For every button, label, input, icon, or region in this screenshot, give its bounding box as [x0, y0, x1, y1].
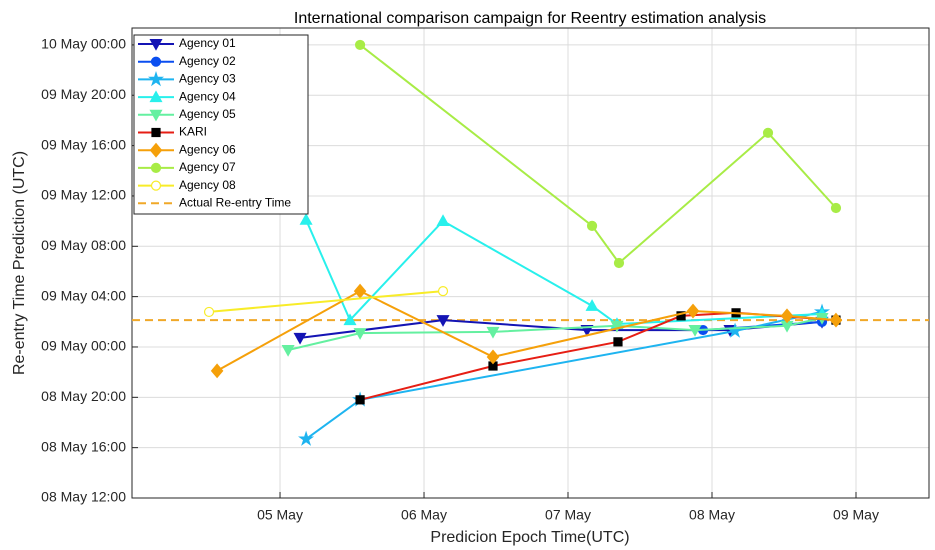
data-point	[610, 320, 624, 333]
legend-label: Agency 07	[179, 160, 236, 174]
legend-marker	[149, 38, 163, 51]
data-point	[613, 257, 625, 269]
data-point	[585, 299, 599, 311]
data-point	[293, 332, 307, 345]
series-line	[305, 219, 823, 326]
y-tick-label: 09 May 12:00	[41, 187, 126, 203]
y-tick-label: 10 May 00:00	[41, 36, 126, 52]
legend-marker	[150, 162, 162, 173]
legend-label: Agency 03	[179, 72, 236, 86]
data-point	[210, 363, 224, 379]
data-point	[298, 430, 315, 446]
legend-label: Agency 08	[179, 178, 236, 192]
y-tick-label: 09 May 20:00	[41, 86, 126, 102]
data-point	[343, 313, 357, 326]
y-tick-label: 08 May 20:00	[41, 388, 126, 404]
y-tick-label: 09 May 00:00	[41, 338, 126, 354]
y-tick-label: 08 May 16:00	[41, 438, 126, 454]
data-point	[686, 303, 700, 319]
legend-label: Agency 06	[179, 142, 236, 156]
data-point	[353, 328, 367, 340]
legend-marker	[147, 70, 165, 87]
legend-label: Agency 02	[179, 54, 236, 68]
legend-label: KARI	[179, 125, 207, 139]
y-tick-label: 09 May 04:00	[41, 287, 126, 303]
series-line	[216, 289, 837, 372]
x-tick-label: 07 May	[545, 507, 591, 523]
legend-label: Agency 04	[179, 89, 236, 103]
series-line	[208, 290, 444, 313]
legend-marker	[151, 127, 161, 138]
data-point	[586, 220, 598, 231]
data-point	[688, 325, 702, 337]
x-tick-label: 08 May	[689, 507, 735, 523]
plot-frame	[131, 27, 930, 499]
legend-label: Actual Re-entry Time	[179, 195, 291, 209]
data-point	[299, 213, 313, 225]
data-point	[830, 202, 842, 214]
data-point	[486, 326, 500, 339]
legend-label: Agency 05	[179, 107, 236, 121]
data-point	[613, 337, 623, 347]
series-line	[305, 310, 823, 440]
x-axis-label: Predicion Epoch Time(UTC)	[430, 529, 629, 546]
data-point	[436, 214, 450, 227]
y-tick-label: 09 May 16:00	[41, 136, 126, 152]
data-point	[829, 312, 843, 328]
legend-marker	[149, 109, 163, 122]
x-tick-label: 06 May	[401, 507, 447, 523]
data-point	[762, 127, 774, 138]
y-tick-label: 08 May 12:00	[41, 489, 126, 505]
data-point	[437, 285, 449, 297]
legend-box	[133, 34, 309, 215]
data-point	[436, 315, 450, 327]
data-point	[486, 349, 500, 365]
x-tick-label: 05 May	[257, 507, 303, 523]
data-point	[780, 308, 794, 324]
legend-label: Agency 01	[179, 36, 236, 50]
x-tick-label: 09 May	[833, 507, 879, 523]
data-point	[281, 344, 295, 357]
legend-marker	[149, 142, 163, 158]
data-point	[203, 306, 215, 318]
data-point	[676, 311, 686, 321]
y-axis-label: Re-entry Time Prediction (UTC)	[11, 151, 28, 375]
chart-title: International comparison campaign for Re…	[294, 10, 766, 27]
legend-marker	[149, 90, 163, 103]
y-tick-label: 09 May 08:00	[41, 237, 126, 253]
legend-marker	[150, 56, 162, 67]
data-point	[355, 395, 365, 405]
legend-marker	[150, 180, 162, 191]
data-point	[354, 39, 366, 51]
